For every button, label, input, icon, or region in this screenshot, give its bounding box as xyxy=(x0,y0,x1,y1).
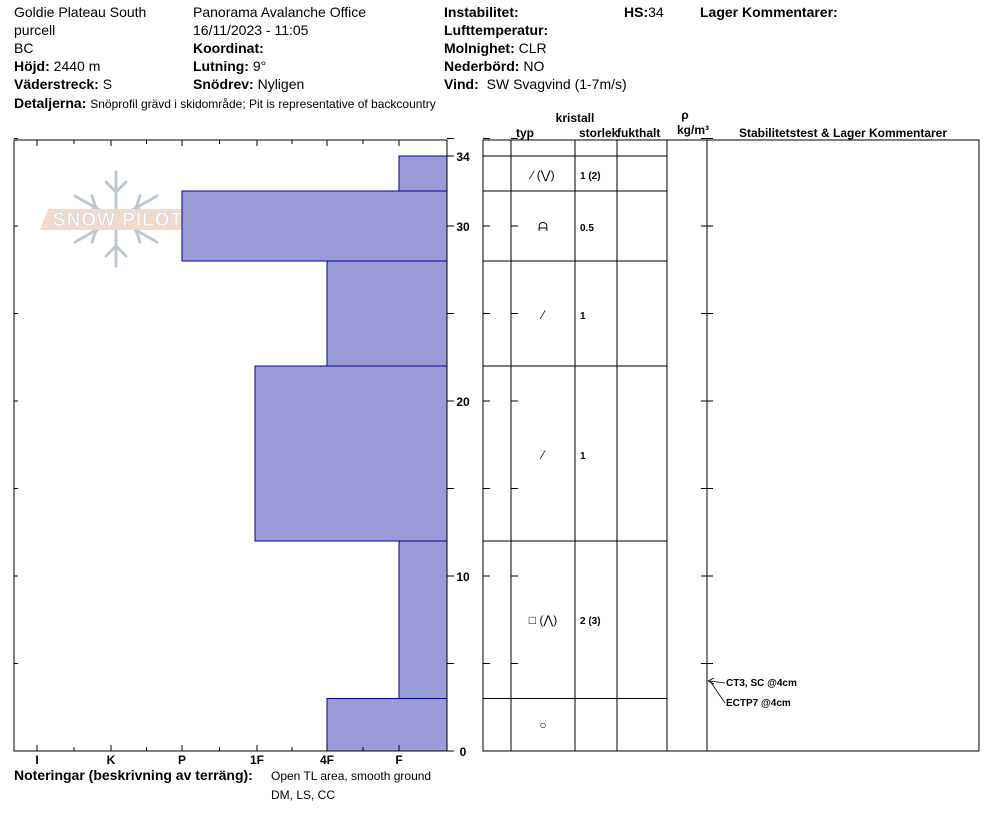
crystal-type-symbol: ⁄ (⋁) xyxy=(528,168,554,182)
sky-label: Molnighet: xyxy=(444,40,515,56)
hardness-bar xyxy=(254,365,448,542)
table-header-rho: ρ xyxy=(681,108,688,122)
elevation-label: Höjd: xyxy=(14,58,50,74)
crystal-type-symbol: ⁄ xyxy=(539,308,546,322)
aspect-row: Väderstreck: S xyxy=(14,76,112,92)
wind-row: Vind: SW Svagvind (1-7m/s) xyxy=(444,76,627,92)
table-header-density: kg/m³ xyxy=(677,123,709,137)
stability-test-label: CT3, SC @4cm xyxy=(726,678,797,689)
air-temp-row: Lufttemperatur: xyxy=(444,22,548,38)
table-header-stability: Stabilitetstest & Lager Kommentarer xyxy=(739,126,947,140)
hardness-bar xyxy=(398,540,448,699)
instability-label: Instabilitet: xyxy=(444,4,519,20)
crystal-size: 0.5 xyxy=(580,223,594,234)
table-header-size: storlek xyxy=(579,126,619,140)
details-value: Snöprofil grävd i skidområde; Pit is rep… xyxy=(90,97,436,111)
hardness-bar xyxy=(181,190,448,262)
notes-label: Noteringar (beskrivning av terräng): xyxy=(14,767,253,783)
y-tick-label: 10 xyxy=(456,570,470,584)
crystal-size: 1 xyxy=(580,311,586,322)
location-name: Goldie Plateau South xyxy=(14,4,147,20)
crystal-type-symbol: ⁄ xyxy=(539,448,546,462)
x-tick-label: P xyxy=(178,753,186,767)
logo-banner xyxy=(40,209,193,230)
table-header-moisture: fukthalt xyxy=(617,126,660,140)
air-temp-label: Lufttemperatur: xyxy=(444,22,549,38)
crystal-type-symbol: ᗩ xyxy=(538,220,548,234)
aspect-label: Väderstreck: xyxy=(14,76,99,92)
notes-line-2: DM, LS, CC xyxy=(271,788,336,802)
table-grid xyxy=(482,139,980,752)
layer-table: kristall typ storlek fukthalt ρ kg/m³ St… xyxy=(482,108,980,752)
stability-test-leader xyxy=(709,680,726,684)
crystal-type-symbol: ○ xyxy=(539,718,546,732)
logo-text: SNOW PILOT xyxy=(53,210,183,231)
snowpilot-logo: SNOW PILOT xyxy=(40,170,193,268)
precip-label: Nederbörd: xyxy=(444,58,520,74)
y-tick-label: 20 xyxy=(456,395,470,409)
hs-row: HS:34 xyxy=(624,4,664,20)
crystal-type-symbol: □ (⋀) xyxy=(529,613,557,627)
elevation-value: 2440 m xyxy=(53,58,101,74)
datetime: 16/11/2023 - 11:05 xyxy=(193,22,309,38)
wind-loading-row: Snödrev: Nyligen xyxy=(193,76,304,92)
chart-frame xyxy=(13,139,448,752)
sky-row: Molnighet: CLR xyxy=(444,40,547,56)
details-row: Detaljerna: Snöprofil grävd i skidområde… xyxy=(14,95,436,112)
crystal-size: 2 (3) xyxy=(580,616,601,627)
observer: Panorama Avalanche Office xyxy=(193,4,367,20)
precip-row: Nederbörd: NO xyxy=(444,58,544,74)
x-tick-label: I xyxy=(35,753,38,767)
wind-value: SW Svagvind (1-7m/s) xyxy=(486,76,627,92)
elevation-row: Höjd: 2440 m xyxy=(14,58,100,74)
aspect-value: S xyxy=(102,76,113,92)
instability-row: Instabilitet: xyxy=(444,4,519,20)
crystal-size: 1 xyxy=(580,451,586,462)
stability-test-label: ECTP7 @4cm xyxy=(726,698,791,709)
table-header-type: typ xyxy=(516,126,534,140)
wind-loading-value: Nyligen xyxy=(257,76,305,92)
slope-label: Lutning: xyxy=(193,58,249,74)
slope-row: Lutning: 9° xyxy=(193,58,266,74)
crystal-size: 1 (2) xyxy=(580,171,601,182)
y-tick-label: 0 xyxy=(460,745,467,759)
wind-label: Vind: xyxy=(444,76,479,92)
layer-comments-label: Lager Kommentarer: xyxy=(700,4,838,20)
stability-test-leader xyxy=(709,680,726,704)
arrow-icon xyxy=(707,677,715,685)
x-tick-label: 4F xyxy=(320,753,334,767)
hardness-bar xyxy=(326,260,448,367)
coordinate-label: Koordinat: xyxy=(193,40,264,56)
y-tick-label: 34 xyxy=(456,150,470,164)
region: BC xyxy=(14,40,34,56)
slope-value: 9° xyxy=(252,58,267,74)
hardness-profile-chart: SNOW PILOT I K P 1F 4F F 0 10 20 30 34 xyxy=(13,138,470,767)
y-tick-label: 30 xyxy=(456,220,470,234)
x-tick-label: F xyxy=(395,753,402,767)
x-tick-label: K xyxy=(107,753,116,767)
table-header-crystal: kristall xyxy=(556,111,595,125)
x-tick-label: 1F xyxy=(250,753,264,767)
sky-value: CLR xyxy=(518,40,547,56)
precip-value: NO xyxy=(523,58,545,74)
coordinate-row: Koordinat: xyxy=(193,40,264,56)
hs-label: HS: xyxy=(624,4,649,20)
hs-value: 34 xyxy=(648,4,664,20)
notes-line-1: Open TL area, smooth ground xyxy=(271,769,432,783)
sublocation: purcell xyxy=(14,22,56,38)
wind-loading-label: Snödrev: xyxy=(193,76,254,92)
details-label: Detaljerna: xyxy=(14,95,87,111)
hardness-bar xyxy=(398,155,448,192)
